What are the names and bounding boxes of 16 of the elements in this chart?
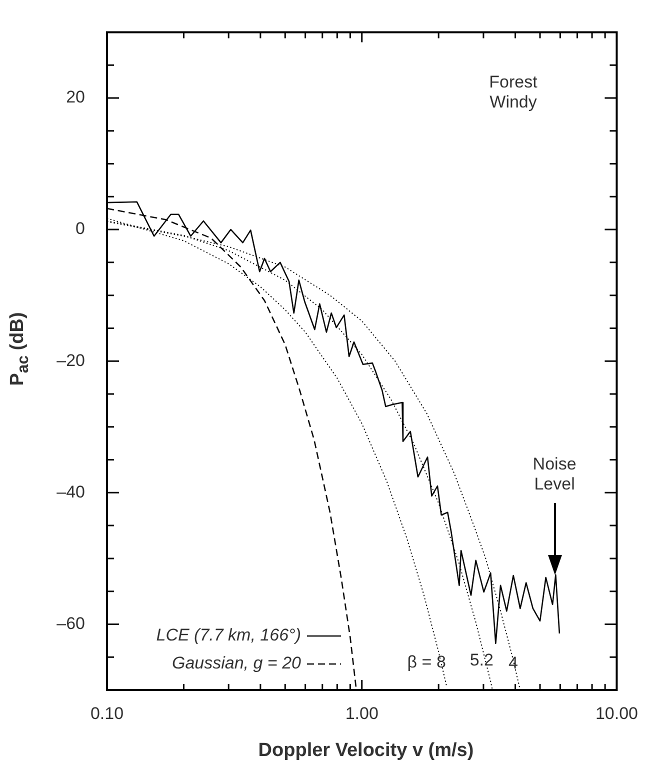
y-tick-label: 20 [66, 88, 85, 107]
annotation: 5.2 [470, 650, 494, 670]
x-tick-label: 0.10 [90, 704, 124, 723]
annotation: β = 8 [407, 652, 446, 672]
y-tick-label: –60 [56, 614, 85, 633]
x-tick-label: 10.00 [595, 704, 638, 723]
legend-label: LCE (7.7 km, 166°) [156, 626, 301, 645]
annotation: Forest Windy [489, 72, 538, 112]
y-tick-label: –40 [56, 482, 85, 502]
annotation: 4 [508, 653, 518, 672]
y-tick-label: 0 [76, 219, 85, 238]
x-tick-label: 1.00 [345, 704, 378, 723]
annotation: Noise Level [532, 454, 576, 494]
legend-label: Gaussian, g = 20 [172, 654, 302, 673]
x-axis-title: Doppler Velocity v (m/s) [258, 740, 474, 762]
y-tick-label: –20 [56, 350, 85, 370]
